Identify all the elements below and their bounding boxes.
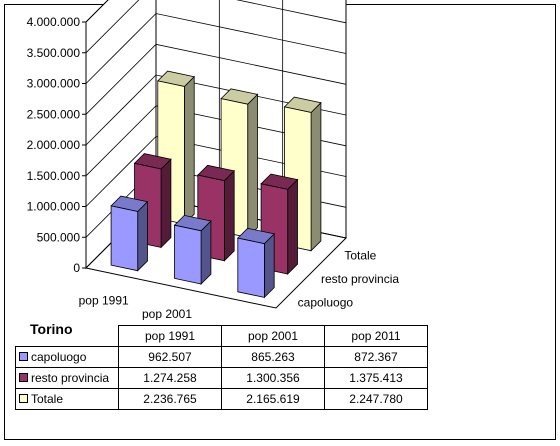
bar-side xyxy=(287,178,298,275)
x-tick-label: pop 1991 xyxy=(79,294,129,308)
series-name: resto provincia xyxy=(31,371,110,385)
data-table: pop 1991 pop 2001 pop 2011 capoluogo 962… xyxy=(15,325,428,410)
table-cell: 865.263 xyxy=(221,346,325,368)
table-row: capoluogo 962.507 865.263 872.367 xyxy=(15,346,428,368)
table-cell: 2.247.780 xyxy=(324,388,428,410)
bar-front xyxy=(237,237,265,298)
x-tick-label: pop 2001 xyxy=(142,307,192,320)
table-title: Torino xyxy=(30,321,73,337)
legend-swatch xyxy=(19,352,28,361)
bar-side xyxy=(263,232,275,299)
column-header: pop 2001 xyxy=(221,325,325,347)
table-cell: 1.375.413 xyxy=(324,367,428,389)
y-tick-label: 1.500.000 xyxy=(27,169,81,183)
bar-side xyxy=(223,169,235,262)
y-tick-label: 2.000.000 xyxy=(27,138,81,152)
row-header: Totale xyxy=(15,388,119,410)
y-tick-label: 4.000.000 xyxy=(27,15,81,29)
table-cell: 872.367 xyxy=(324,346,428,368)
legend-swatch xyxy=(19,394,28,403)
table-cell: 2.165.619 xyxy=(221,388,325,410)
bar-front xyxy=(174,224,202,285)
bar-front xyxy=(110,205,139,272)
bar xyxy=(236,227,276,299)
bar-side xyxy=(183,75,195,225)
row-header: capoluogo xyxy=(15,346,119,368)
legend-swatch xyxy=(19,373,28,382)
bar xyxy=(110,195,149,272)
y-tick-label: 2.500.000 xyxy=(27,107,81,121)
table-row: Totale 2.236.765 2.165.619 2.247.780 xyxy=(15,388,428,410)
chart-3d-bar: 0 500.000 1.000.000 1.500.000 2.000.000 2.500… xyxy=(27,0,399,320)
series-name: Totale xyxy=(31,392,64,406)
column-header: pop 1991 xyxy=(118,325,222,347)
table-header-row: pop 1991 pop 2001 pop 2011 xyxy=(16,325,428,347)
y-tick-label: 3.500.000 xyxy=(27,46,81,60)
series-axis-label: Totale xyxy=(344,249,376,263)
plot-area: 0 500.000 1.000.000 1.500.000 2.000.000 2.500… xyxy=(27,0,399,320)
table-cell: 1.300.356 xyxy=(221,367,325,389)
y-tick-label: 1.000.000 xyxy=(27,200,81,214)
table-cell: 2.236.765 xyxy=(118,388,222,410)
table-corner xyxy=(16,326,119,347)
table-cell: 1.274.258 xyxy=(118,367,222,389)
y-tick-label: 3.000.000 xyxy=(27,77,81,91)
bar-side xyxy=(247,93,258,239)
bar-side xyxy=(200,220,212,285)
y-tick-label: 500.000 xyxy=(37,230,81,244)
series-axis-label: capoluogo xyxy=(298,295,354,309)
bar-side xyxy=(310,101,322,252)
series-name: capoluogo xyxy=(31,350,87,364)
y-tick-label: 0 xyxy=(73,261,80,275)
row-header: resto provincia xyxy=(15,367,119,389)
table-cell: 962.507 xyxy=(118,346,222,368)
column-header: pop 2011 xyxy=(324,325,428,347)
series-axis-label: resto provincia xyxy=(321,272,399,286)
bar-side xyxy=(137,200,148,272)
bar xyxy=(173,214,212,285)
table-row: resto provincia 1.274.258 1.300.356 1.37… xyxy=(15,367,428,389)
bar-side xyxy=(160,158,172,249)
bars xyxy=(110,70,322,299)
